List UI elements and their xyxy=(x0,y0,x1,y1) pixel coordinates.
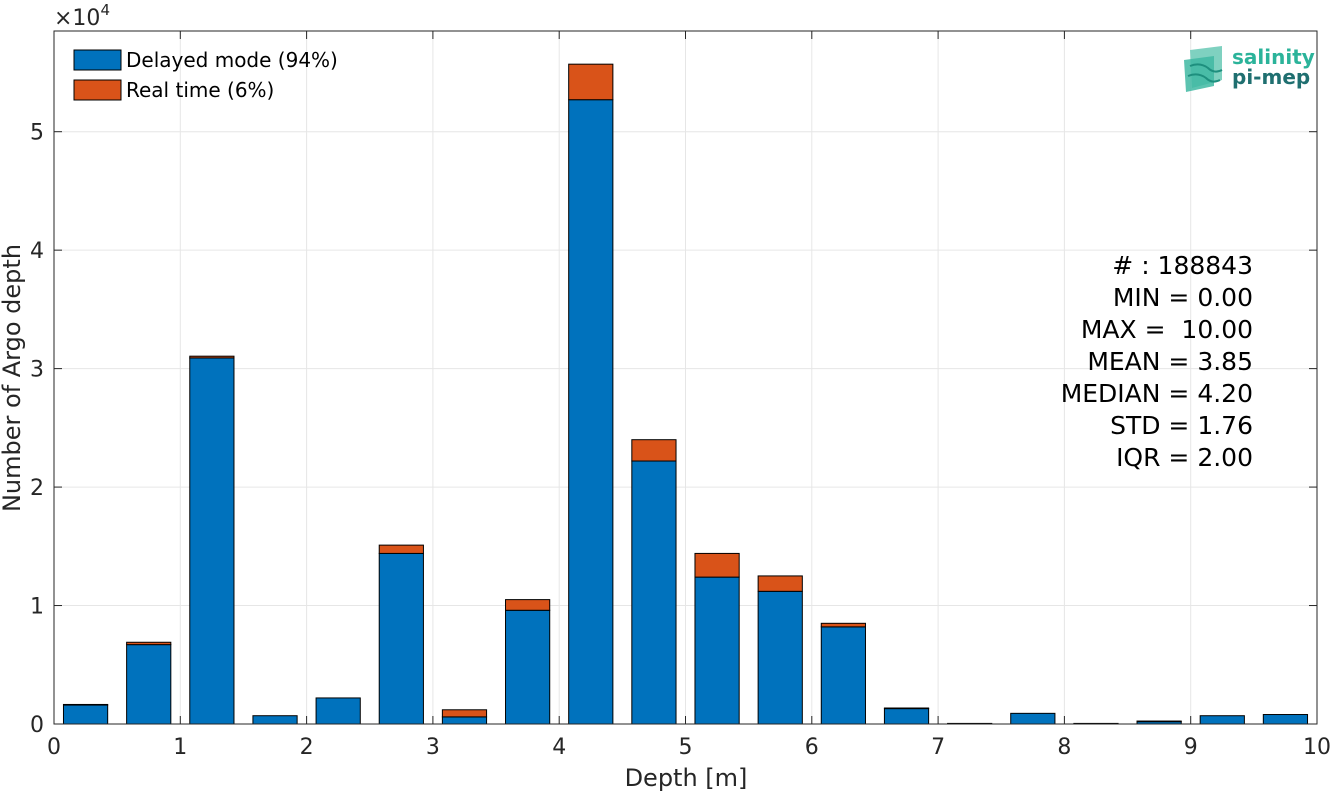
x-tick-label: 3 xyxy=(426,735,440,760)
bar-delayed-3 xyxy=(252,715,298,725)
bars xyxy=(62,63,1309,725)
x-tick-label: 8 xyxy=(1057,735,1071,760)
x-tick-label: 10 xyxy=(1303,735,1331,760)
bar-delayed-2 xyxy=(189,357,235,725)
bar-realtime-1 xyxy=(126,641,172,646)
stats-std: STD = 1.76 xyxy=(1110,411,1253,440)
bar-delayed-7 xyxy=(505,609,551,725)
stats-count: # : 188843 xyxy=(1112,251,1253,280)
bar-realtime-12 xyxy=(820,622,866,628)
bar-realtime-13 xyxy=(883,707,930,710)
y-axis-label: Number of Argo depth xyxy=(0,244,26,512)
bar-realtime-0 xyxy=(62,703,109,706)
bar-delayed-10 xyxy=(694,576,740,725)
bar-delayed-0 xyxy=(62,704,109,725)
y-tick-label: 4 xyxy=(30,239,44,264)
logo-text-pimep: pi-mep xyxy=(1232,65,1310,89)
y-tick-label: 2 xyxy=(30,476,44,501)
x-tick-label: 9 xyxy=(1184,735,1198,760)
x-tick-label: 1 xyxy=(173,735,187,760)
x-tick-label: 7 xyxy=(931,735,945,760)
axes: 0 1 2 3 4 5 6 7 8 9 10 0 1 2 3 4 5 xyxy=(30,30,1331,760)
stats-block: # : 188843 MIN = 0.00 MAX = 10.00 MEAN =… xyxy=(1061,251,1253,472)
legend-label-delayed: Delayed mode (94%) xyxy=(126,48,338,72)
salinity-pi-mep-logo: salinity pi-mep xyxy=(1184,45,1315,92)
bar-delayed-9 xyxy=(631,460,677,725)
legend-swatch-realtime xyxy=(73,79,122,101)
logo-text-salinity: salinity xyxy=(1232,45,1315,69)
bar-delayed-12 xyxy=(820,626,866,725)
bar-realtime-8 xyxy=(568,63,614,101)
stats-max: MAX = 10.00 xyxy=(1081,315,1253,344)
legend-swatch-delayed xyxy=(73,49,122,71)
x-tick-label: 6 xyxy=(805,735,819,760)
bar-realtime-10 xyxy=(694,552,740,578)
bar-realtime-2 xyxy=(189,355,235,359)
stats-mean: MEAN = 3.85 xyxy=(1087,347,1253,376)
bar-delayed-11 xyxy=(757,590,803,725)
bar-delayed-8 xyxy=(568,99,614,725)
bar-delayed-6 xyxy=(441,716,488,725)
bar-delayed-13 xyxy=(883,708,930,725)
stats-iqr: IQR = 2.00 xyxy=(1116,443,1253,472)
bar-realtime-7 xyxy=(505,599,551,611)
x-tick-label: 4 xyxy=(552,735,566,760)
bar-delayed-1 xyxy=(126,644,172,725)
bar-realtime-11 xyxy=(757,575,803,592)
bar-realtime-6 xyxy=(441,709,488,718)
bar-realtime-9 xyxy=(631,439,677,462)
x-tick-label: 0 xyxy=(47,735,61,760)
bar-delayed-15 xyxy=(1010,712,1056,725)
y-tick-label: 0 xyxy=(30,713,44,738)
bar-delayed-5 xyxy=(378,552,424,725)
y-exponent-label: ×104 xyxy=(54,1,110,31)
x-tick-label: 5 xyxy=(679,735,693,760)
legend: Delayed mode (94%) Real time (6%) xyxy=(73,48,338,102)
y-tick-label: 3 xyxy=(30,358,44,383)
legend-label-realtime: Real time (6%) xyxy=(126,78,274,102)
stats-min: MIN = 0.00 xyxy=(1113,283,1253,312)
bar-realtime-5 xyxy=(378,544,424,554)
bar-delayed-4 xyxy=(315,697,361,725)
stats-median: MEDIAN = 4.20 xyxy=(1061,379,1253,408)
bar-delayed-19 xyxy=(1262,714,1309,725)
bar-realtime-17 xyxy=(1136,720,1182,723)
bar-delayed-18 xyxy=(1199,715,1245,725)
x-tick-label: 2 xyxy=(300,735,314,760)
wave-logo-icon xyxy=(1184,46,1223,92)
x-axis-label: Depth [m] xyxy=(625,764,748,792)
y-tick-label: 1 xyxy=(30,595,44,620)
y-tick-label: 5 xyxy=(30,121,44,146)
